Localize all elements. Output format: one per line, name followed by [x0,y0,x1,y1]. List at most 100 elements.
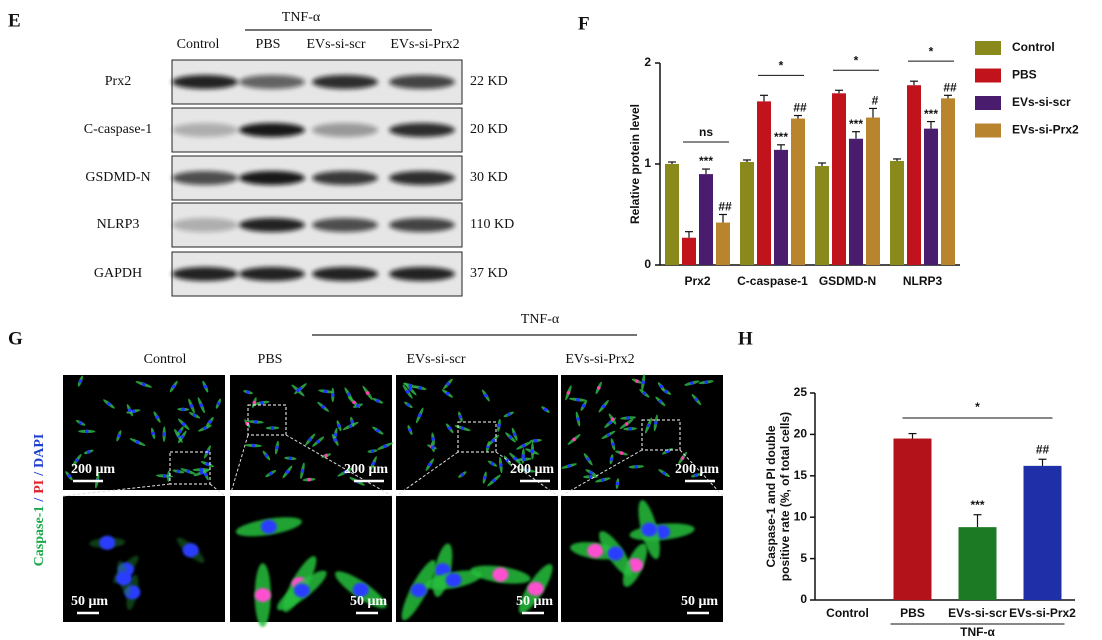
nucleus [508,435,513,440]
nucleus [251,443,256,448]
nucleus [203,384,208,389]
x-tick-label: EVs-si-scr [948,606,1007,620]
nucleus [458,414,463,419]
protein-label: NLRP3 [97,217,140,232]
nucleus [533,438,538,443]
significance: *** [699,154,713,168]
nucleus [186,469,191,474]
bracket-label: * [779,58,784,72]
nucleus [418,386,423,390]
nucleus [254,588,271,603]
band [312,171,378,185]
nucleus [492,478,496,483]
nucleus [498,463,503,467]
nucleus [641,522,658,537]
nucleus [135,440,140,444]
nucleus [383,444,387,448]
bar [890,160,904,265]
nucleus [107,402,111,406]
zoom-line [209,483,226,497]
size-label: 20 KD [470,122,508,137]
legend-swatch [975,96,1001,110]
stain-name: PI [32,480,47,494]
legend-label: PBS [1012,68,1037,82]
nucleus [521,454,526,458]
nucleus [680,456,685,460]
nucleus [189,404,194,408]
zoom-line [62,483,171,497]
nucleus [576,397,580,402]
nucleus [491,438,495,443]
y-tick-label: 15 [794,468,808,482]
nucleus [408,428,412,432]
nucleus [406,403,411,407]
nucleus [199,403,204,408]
nucleus [417,413,422,418]
nucleus [659,384,664,389]
nucleus [521,443,526,448]
legend-swatch [975,41,1001,55]
nucleus [497,423,501,428]
nucleus [268,471,273,476]
y-tick-label: 0 [644,257,651,271]
nucleus [162,432,166,436]
nucleus [628,426,632,431]
nucleus [128,408,132,413]
nucleus [162,474,167,478]
nucleus [527,581,544,596]
nucleus [346,392,351,396]
band [172,267,238,281]
protein-label: GAPDH [94,266,142,281]
nucleus [308,437,313,442]
nucleus [285,470,290,474]
column-label: EVs-si-Prx2 [390,37,459,52]
nucleus [566,390,571,395]
nucleus [589,470,593,475]
scale-label: 50 μm [71,594,108,609]
nucleus [376,428,380,433]
nucleus [117,433,121,438]
significance: ## [793,101,807,115]
nucleus [151,431,155,436]
zoom-line [285,434,393,497]
bar [866,117,880,265]
size-label: 110 KD [470,217,514,232]
nucleus [131,409,136,414]
significance: *** [849,117,863,131]
nucleus [293,583,310,598]
nucleus [431,445,435,450]
nucleus [78,379,83,383]
nucleus [694,397,699,402]
bracket-label: * [975,400,980,414]
nucleus [446,382,450,386]
x-tick-label: PBS [900,606,925,620]
nucleus [492,567,509,582]
nucleus [264,453,269,458]
nucleus [324,453,328,458]
nucleus [530,449,534,454]
nucleus [176,469,181,474]
nucleus [350,420,354,424]
size-label: 22 KD [470,74,508,89]
nucleus [408,387,413,391]
legend-label: Control [1012,40,1055,54]
protein-label: GSDMD-N [85,170,150,185]
nucleus [260,401,264,405]
y-axis-label: Caspase-1 and PI double [764,425,778,567]
zoom-box [457,421,497,453]
nucleus [323,389,328,394]
group-label: TNF-α [521,312,560,327]
bar [907,85,921,265]
nucleus [658,399,663,404]
nucleus [352,400,356,405]
nucleus [662,471,666,475]
panel-label: H [738,328,753,349]
nucleus [642,391,647,396]
nucleus [348,424,353,428]
bar [1023,465,1062,600]
nucleus [78,421,83,425]
scale-label: 200 μm [71,462,115,477]
protein-label: Prx2 [105,74,131,89]
band [389,75,455,89]
x-tick-label: C-caspase-1 [737,274,808,288]
